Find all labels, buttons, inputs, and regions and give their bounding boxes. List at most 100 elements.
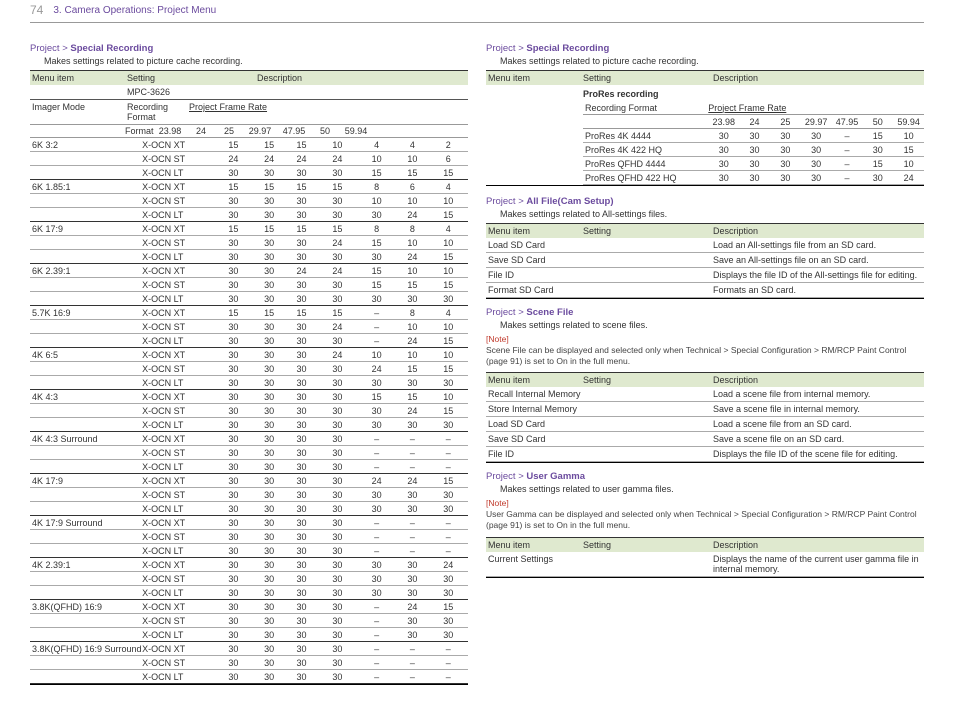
rate-cell: 30 (396, 558, 428, 572)
rate-cell: – (396, 544, 428, 558)
rate-cell: 30 (253, 614, 285, 628)
rate-cell: 30 (318, 376, 357, 390)
rate-cell: 30 (708, 129, 739, 143)
prores-format: ProRes 4K 4444 (583, 129, 708, 143)
imager-mode: 3.8K(QFHD) 16:9 Surround (30, 642, 142, 656)
rate-cell: 30 (285, 488, 317, 502)
rate-cell: 30 (214, 572, 253, 586)
rate-cell: 30 (770, 171, 801, 185)
rate-cell: 30 (214, 166, 253, 180)
rate-col: 50 (311, 126, 339, 136)
rate-cell: 30 (253, 376, 285, 390)
rate-cell: 2 (429, 138, 468, 152)
rate-cell: 30 (285, 236, 317, 250)
rate-cell: 30 (285, 194, 317, 208)
recording-format: X-OCN XT (142, 558, 214, 572)
rate-cell: 8 (396, 306, 428, 320)
col-menu: Menu item (30, 73, 127, 83)
imager-mode (30, 334, 142, 348)
imager-mode: 4K 4:3 Surround (30, 432, 142, 446)
rate-cell: 30 (357, 586, 396, 600)
rate-cell: 15 (429, 404, 468, 418)
rate-cell: 30 (396, 502, 428, 516)
recording-format: X-OCN LT (142, 544, 214, 558)
menu-item: Save SD Card (486, 255, 598, 265)
rate-cell: 15 (214, 138, 253, 152)
rate-cell: 30 (429, 292, 468, 306)
scene-sub: Makes settings related to scene files. (500, 320, 924, 330)
rate-cell: 30 (318, 446, 357, 460)
rate-cell: 30 (253, 600, 285, 614)
col-desc: Description (713, 73, 924, 83)
rate-cell: 30 (708, 143, 739, 157)
section-pre: Project > (30, 43, 70, 54)
rate-cell: – (357, 614, 396, 628)
rate-cell: – (832, 171, 863, 185)
rate-cell: 10 (396, 152, 428, 166)
imager-mode (30, 614, 142, 628)
rate-cell: 30 (318, 278, 357, 292)
recording-format: X-OCN LT (142, 250, 214, 264)
imager-mode (30, 656, 142, 670)
rate-cell: 30 (318, 334, 357, 348)
rate-cell: 15 (862, 129, 893, 143)
rate-cell: 30 (214, 404, 253, 418)
rate-cell: 8 (357, 180, 396, 194)
rate-cell: 10 (357, 194, 396, 208)
rate-cell: 30 (285, 460, 317, 474)
table-row: Recall Internal MemoryLoad a scene file … (486, 387, 924, 402)
rate-cell: 30 (318, 502, 357, 516)
rate-cell: 15 (429, 334, 468, 348)
rate-cell: 24 (396, 250, 428, 264)
prores-label: ProRes recording (486, 85, 924, 101)
matrix-table: 6K 3:2X-OCN XT15151510442X-OCN ST2424242… (30, 138, 468, 685)
recording-format: X-OCN XT (142, 600, 214, 614)
rate-cell: 10 (396, 348, 428, 362)
rate-cell: – (832, 157, 863, 171)
rate-cell: – (429, 530, 468, 544)
col-setting: Setting (583, 73, 713, 83)
imager-mode (30, 320, 142, 334)
section-name: Special Recording (70, 43, 153, 54)
rate-cell: 15 (214, 180, 253, 194)
page-header: 74 3. Camera Operations: Project Menu (0, 0, 954, 22)
rate-cell: 24 (357, 474, 396, 488)
imager-mode (30, 166, 142, 180)
imager-mode (30, 278, 142, 292)
menu-item: Store Internal Memory (486, 404, 598, 414)
right-column: Project > Special Recording Makes settin… (486, 43, 924, 685)
rate-cell: 30 (318, 642, 357, 656)
rate-cell: 30 (285, 516, 317, 530)
rate-cell: 30 (396, 376, 428, 390)
rate-cell: – (357, 530, 396, 544)
rate-cell: 24 (318, 348, 357, 362)
gamma-note-label: [Note] (486, 498, 924, 508)
rate-cell: 30 (318, 390, 357, 404)
recording-format: X-OCN XT (142, 642, 214, 656)
recording-format: X-OCN LT (142, 208, 214, 222)
rate-cell: 24 (318, 236, 357, 250)
imager-mode (30, 670, 142, 684)
table-row: Save SD CardSave a scene file on an SD c… (486, 432, 924, 447)
rate-cell: 30 (214, 530, 253, 544)
imager-mode (30, 460, 142, 474)
rate-cell: 30 (253, 278, 285, 292)
rate-cell: 24 (318, 152, 357, 166)
rate-cell: – (832, 143, 863, 157)
rate-cell: 30 (214, 446, 253, 460)
rate-cell: 30 (318, 544, 357, 558)
rate-cell: – (357, 656, 396, 670)
rate-cell: 30 (285, 474, 317, 488)
imager-mode (30, 194, 142, 208)
rate-cell: 15 (253, 180, 285, 194)
rate-cell: 30 (253, 586, 285, 600)
rate-cell: 15 (285, 222, 317, 236)
rate-cell: 6 (396, 180, 428, 194)
rate-cell: – (396, 516, 428, 530)
rate-cell: 30 (739, 129, 770, 143)
left-column: Project > Special Recording Makes settin… (30, 43, 468, 685)
recording-format: X-OCN ST (142, 572, 214, 586)
table-row: File IDDisplays the file ID of the All-s… (486, 268, 924, 283)
recording-format: X-OCN ST (142, 194, 214, 208)
rate-cell: 30 (214, 334, 253, 348)
